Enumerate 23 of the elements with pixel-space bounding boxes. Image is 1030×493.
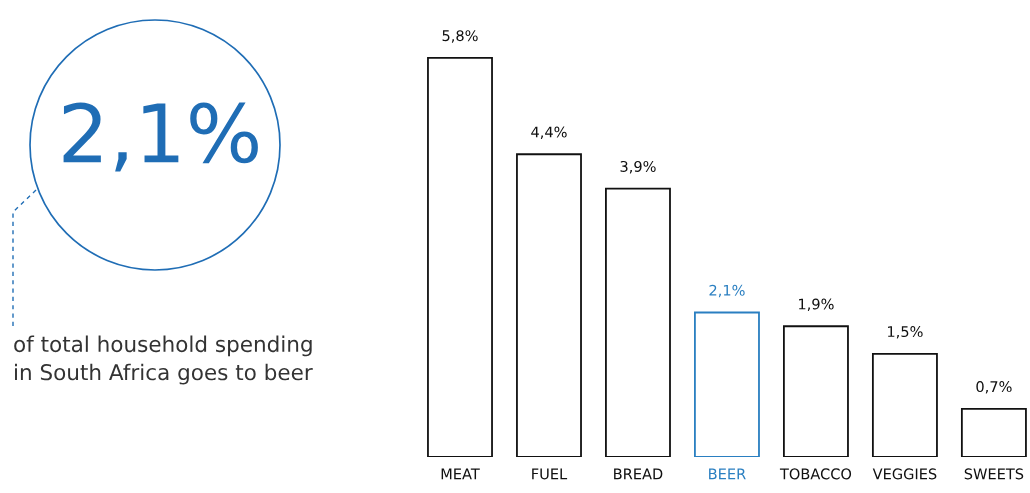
bar [871,352,938,457]
data-label: 3,9% [620,160,656,174]
bar [694,311,760,457]
x-tick-label: BEER [709,468,746,480]
data-label: 5,8% [442,30,478,43]
data-label: 2,1% [709,284,745,298]
x-tick-label: BREAD [614,468,663,480]
x-tick-label: VEGGIES [872,468,937,480]
data-label: 0,7% [976,381,1012,394]
x-tick-label: FUEL [532,468,568,480]
bar [427,57,493,457]
bar [960,407,1027,457]
data-label: 4,4% [531,126,567,140]
data-label: 1,5% [888,326,923,339]
x-tick-label: MEAT [441,468,480,480]
x-tick-label: TOBACCO [779,468,852,480]
text: 2,1% [63,102,258,172]
bar [782,325,849,457]
text: of total household spending in South Africa goes to beer [14,335,313,385]
data-label: 1,9% [799,298,834,312]
bar [516,153,582,457]
x-tick-label: SWEETS [964,468,1024,480]
bar [605,187,671,457]
